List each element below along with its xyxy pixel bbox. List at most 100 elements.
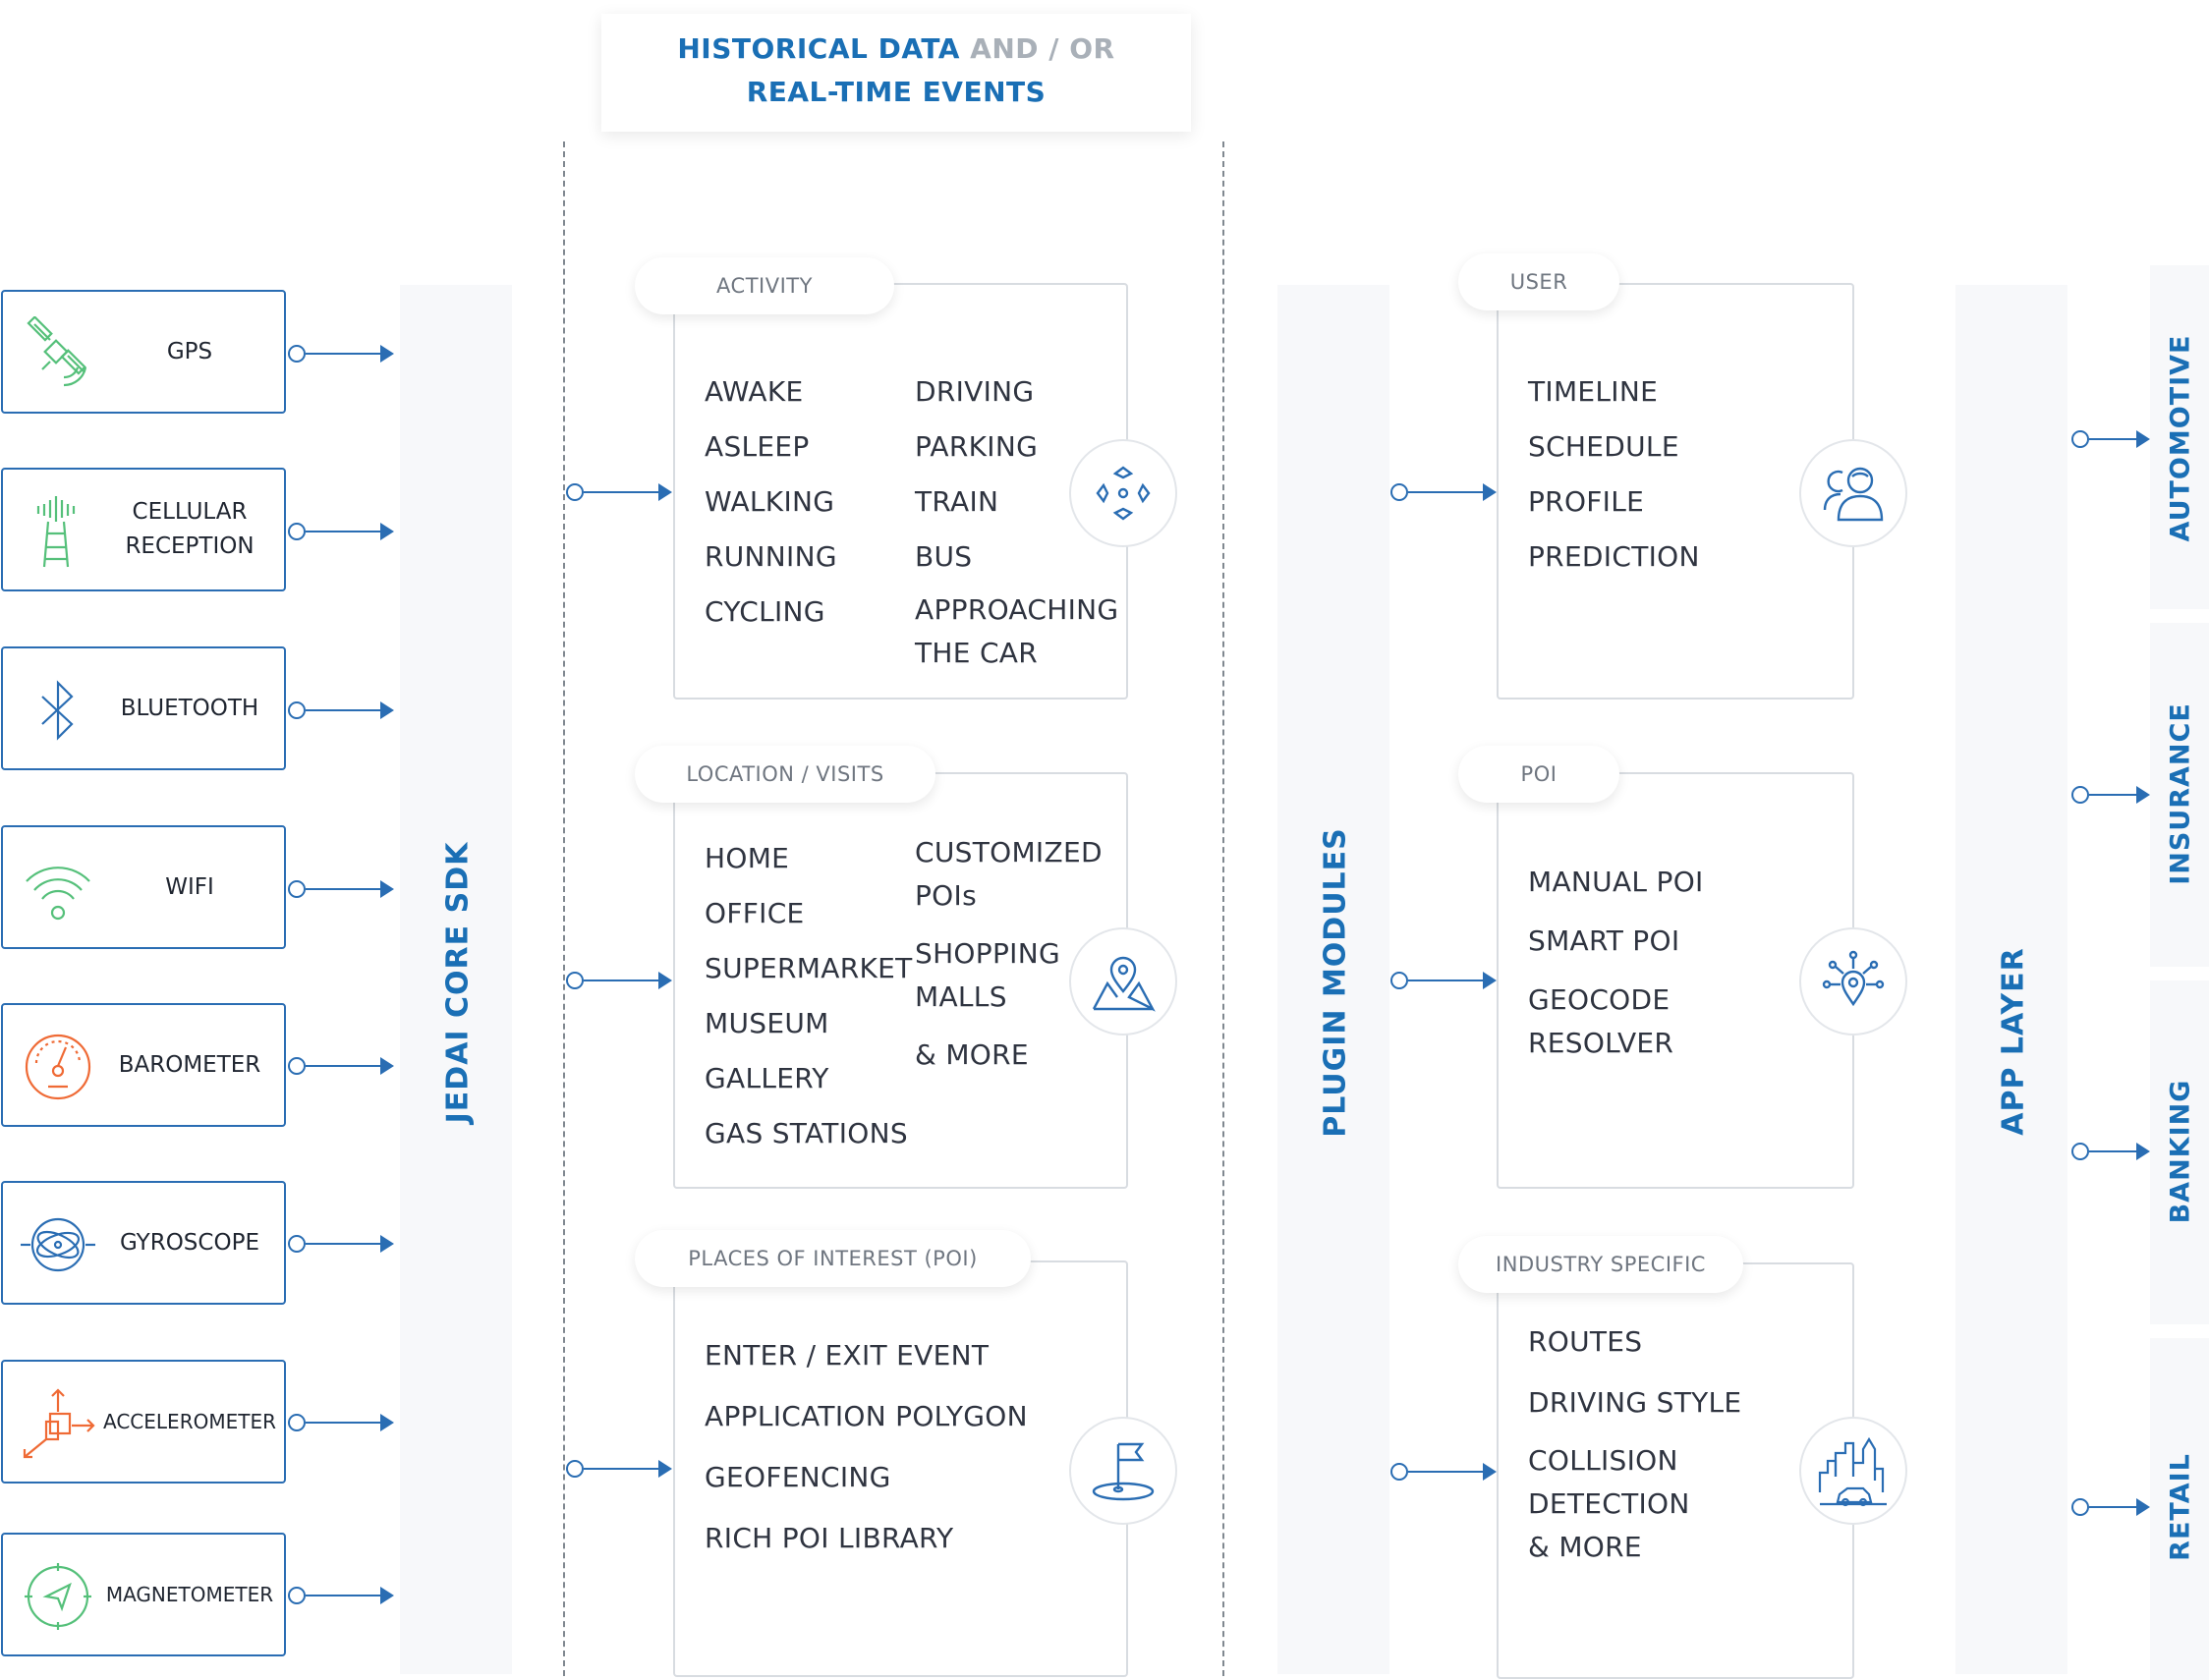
connector-location [566, 972, 672, 989]
core-sdk-label: JEDAI CORE SDK [440, 841, 476, 1124]
industry-card [1497, 1262, 1854, 1679]
places-item: GEOFENCING [705, 1461, 891, 1493]
sensor-magnetometer: MAGNETOMETER [1, 1533, 286, 1656]
sensor-gyroscope: GYROSCOPE [1, 1181, 286, 1305]
header-box: HISTORICAL DATA AND / OR REAL-TIME EVENT… [601, 14, 1191, 132]
app-block-banking [2150, 980, 2209, 1324]
city-car-icon [1818, 1436, 1887, 1507]
location-item: OFFICE [705, 897, 805, 929]
flag-icon [1092, 1442, 1155, 1501]
connector-gyroscope [288, 1235, 394, 1253]
connector-retail [2071, 1498, 2150, 1516]
connector-gps [288, 345, 394, 363]
connector-magnetometer [288, 1587, 394, 1604]
sensor-label: GPS [166, 338, 213, 364]
connector-barometer [288, 1057, 394, 1075]
places-item: RICH POI LIBRARY [705, 1522, 954, 1554]
connector-insurance [2071, 786, 2150, 804]
connector-banking [2071, 1143, 2150, 1160]
gyroscope-icon [21, 1217, 95, 1272]
activity-tab: ACTIVITY [635, 257, 894, 314]
activity-item: ASLEEP [705, 430, 810, 463]
sensor-label: CELLULAR RECEPTION [125, 499, 255, 559]
location-icon-circle [1069, 927, 1177, 1036]
poi-icon-circle [1799, 927, 1907, 1036]
app-layer-band [1955, 285, 2067, 1674]
sensor-gps: GPS [1, 290, 286, 414]
location-item: SUPERMARKET [705, 952, 913, 984]
connector-accelerometer [288, 1414, 394, 1431]
barometer-icon [25, 1034, 91, 1100]
header-historical: HISTORICAL DATA [677, 32, 960, 65]
industry-item: DRIVING STYLE [1528, 1386, 1742, 1419]
sensor-barometer: BAROMETER [1, 1003, 286, 1127]
header-line-1: HISTORICAL DATA AND / OR [601, 28, 1191, 71]
app-block-automotive [2150, 265, 2209, 609]
location-item: SHOPPING MALLS [915, 937, 1060, 1013]
activity-item: WALKING [705, 485, 835, 518]
activity-item: AWAKE [705, 375, 804, 408]
places-icon-circle [1069, 1417, 1177, 1525]
user-item: PREDICTION [1528, 540, 1700, 573]
places-card [673, 1260, 1128, 1677]
location-item: GAS STATIONS [705, 1117, 908, 1149]
poi-item: MANUAL POI [1528, 866, 1704, 898]
location-item: & MORE [915, 1038, 1029, 1071]
activity-item: TRAIN [915, 485, 999, 518]
app-retail-label: RETAIL [2165, 1453, 2196, 1561]
connector-wifi [288, 880, 394, 898]
bluetooth-icon [41, 680, 74, 741]
user-icon-circle [1799, 439, 1907, 547]
connector-poi [1390, 972, 1497, 989]
sensor-label: MAGNETOMETER [105, 1582, 274, 1606]
sensor-bluetooth: BLUETOOTH [1, 646, 286, 770]
sensor-label: BLUETOOTH [120, 695, 259, 721]
industry-item: COLLISION DETECTION & MORE [1528, 1444, 1690, 1563]
header-line-2: REAL-TIME EVENTS [746, 76, 1047, 108]
sensor-wifi: WIFI [1, 825, 286, 949]
users-icon [1823, 467, 1884, 522]
accelerometer-icon [23, 1388, 95, 1459]
sensor-cellular: CELLULAR RECEPTION [1, 468, 286, 591]
location-item: HOME [705, 842, 790, 874]
location-item: GALLERY [705, 1062, 829, 1094]
core-sdk-band [400, 285, 512, 1674]
user-item: TIMELINE [1528, 375, 1659, 408]
industry-icon-circle [1799, 1417, 1907, 1525]
poi-item: SMART POI [1528, 924, 1680, 957]
sensor-label: GYROSCOPE [120, 1229, 259, 1256]
user-card [1497, 283, 1854, 700]
connector-activity [566, 483, 672, 501]
app-block-insurance [2150, 623, 2209, 967]
connector-industry [1390, 1463, 1497, 1481]
cell-tower-icon [36, 496, 76, 568]
map-pin-icon [1092, 956, 1156, 1012]
user-tab: USER [1458, 253, 1619, 310]
activity-item: CYCLING [705, 595, 825, 628]
sensor-label: ACCELEROMETER [103, 1409, 276, 1433]
dashed-divider-left [563, 141, 565, 1676]
plugin-modules-label: PLUGIN MODULES [1318, 827, 1353, 1138]
places-item: APPLICATION POLYGON [705, 1400, 1028, 1432]
places-item: ENTER / EXIT EVENT [705, 1339, 990, 1372]
connector-bluetooth [288, 701, 394, 719]
header-and-or: AND / OR [959, 32, 1115, 65]
app-insurance-label: INSURANCE [2165, 702, 2196, 885]
satellite-icon [27, 316, 87, 387]
industry-tab: INDUSTRY SPECIFIC [1458, 1236, 1743, 1293]
activity-icon-circle [1069, 439, 1177, 547]
activity-item: BUS [915, 540, 973, 573]
plugin-modules-band [1277, 285, 1389, 1674]
location-item: MUSEUM [705, 1007, 829, 1039]
sensor-accelerometer: ACCELEROMETER [1, 1360, 286, 1484]
places-tab: PLACES OF INTEREST (POI) [635, 1230, 1031, 1287]
connector-user [1390, 483, 1497, 501]
poi-item: GEOCODE RESOLVER [1528, 983, 1674, 1059]
activity-arrows-icon [1096, 466, 1151, 521]
poi-card [1497, 772, 1854, 1189]
connector-cellular [288, 523, 394, 540]
poi-tab: POI [1458, 746, 1619, 803]
connector-places [566, 1460, 672, 1478]
location-item: CUSTOMIZED POIs [915, 836, 1103, 912]
activity-item: RUNNING [705, 540, 837, 573]
